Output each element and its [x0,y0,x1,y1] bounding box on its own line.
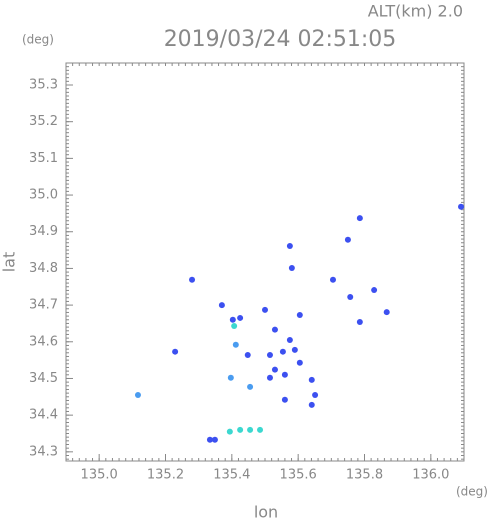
echo-point [296,359,303,366]
chart-title: 2019/03/24 02:51:05 [164,27,397,52]
x-axis-label: lon [254,503,278,521]
echo-point [247,383,254,390]
x-tick-label: 135.8 [346,468,383,483]
echo-point [458,203,465,210]
y-tick-label: 35.0 [29,188,58,203]
echo-point [262,306,268,313]
echo-point [296,312,303,319]
echo-point [237,426,244,433]
echo-point [266,351,273,358]
echo-point [383,309,390,316]
y-tick-label: 34.7 [29,298,58,313]
y-tick-label: 34.3 [29,444,58,459]
echo-point [329,276,336,283]
echo-point [271,326,278,333]
echo-point [206,436,213,443]
echo-point [266,374,273,381]
subtitle: ALT(km) 2.0 [368,2,463,21]
x-tick-label: 135.4 [213,468,250,483]
echo-point [281,371,288,378]
y-tick-label: 34.4 [29,408,58,423]
echo-point [227,374,234,381]
echo-point [288,265,295,272]
echo-point [371,287,378,294]
echo-point [257,426,264,433]
x-tick-label: 136.0 [412,468,449,483]
x-tick-label: 135.6 [280,468,317,483]
echo-point [279,348,286,355]
echo-point [312,391,319,398]
echo-point [356,215,363,222]
y-tick-label: 34.6 [29,334,58,349]
y-unit: (deg) [22,33,54,47]
y-tick-label: 35.1 [29,151,58,166]
y-tick-label: 34.9 [29,224,58,239]
echo-point [244,351,251,358]
y-axis-label: lat [0,252,19,273]
echo-point [231,323,238,330]
echo-point [271,366,278,373]
echo-point [291,346,298,353]
echo-point [286,336,293,343]
plot-frame [65,62,465,462]
y-tick-label: 35.2 [29,114,58,129]
x-tick-label: 135.0 [81,468,118,483]
echo-point [286,243,293,250]
echo-point [247,426,254,433]
echo-point [281,396,288,403]
echo-point [172,348,179,355]
x-tick-label: 135.2 [147,468,184,483]
echo-point [308,376,315,383]
echo-point [344,236,351,243]
echo-point [232,341,239,348]
echo-point [347,294,354,301]
y-tick-label: 35.3 [29,78,58,93]
echo-point [356,318,363,325]
x-unit: (deg) [456,485,488,499]
echo-point [211,436,218,443]
echo-point [134,391,141,398]
echo-point [308,401,315,408]
echo-point [226,428,233,435]
y-tick-label: 34.8 [29,261,58,276]
echo-point [229,316,236,323]
y-tick-label: 34.5 [29,371,58,386]
echo-point [237,314,244,321]
echo-point [218,302,225,309]
echo-point [189,276,196,283]
